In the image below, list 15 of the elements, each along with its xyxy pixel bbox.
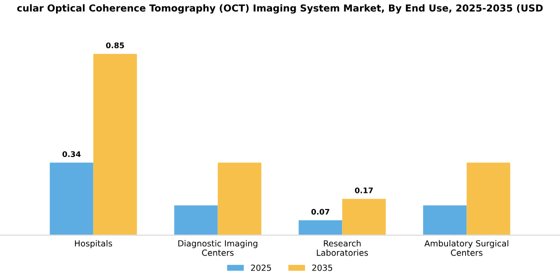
- bar: [174, 205, 218, 236]
- bar: [423, 205, 467, 236]
- bar: [93, 54, 137, 236]
- chart-title: cular Optical Coherence Tomography (OCT) Imaging System Market, By End Use, 2025-2035 (USD: [17, 4, 543, 14]
- x-tick-label: Research Laboratories: [316, 240, 368, 256]
- bar: [466, 162, 510, 236]
- bar: [342, 198, 386, 236]
- bar: [50, 162, 94, 236]
- x-tick-label: Ambulatory Surgical Centers: [424, 240, 508, 256]
- legend-label: 2035: [312, 264, 332, 271]
- legend-label: 2025: [251, 264, 271, 271]
- bar: [298, 220, 342, 236]
- x-tick-label: Diagnostic Imaging Centers: [178, 240, 258, 256]
- x-tick-label: Hospitals: [74, 240, 112, 248]
- bar: [218, 162, 262, 236]
